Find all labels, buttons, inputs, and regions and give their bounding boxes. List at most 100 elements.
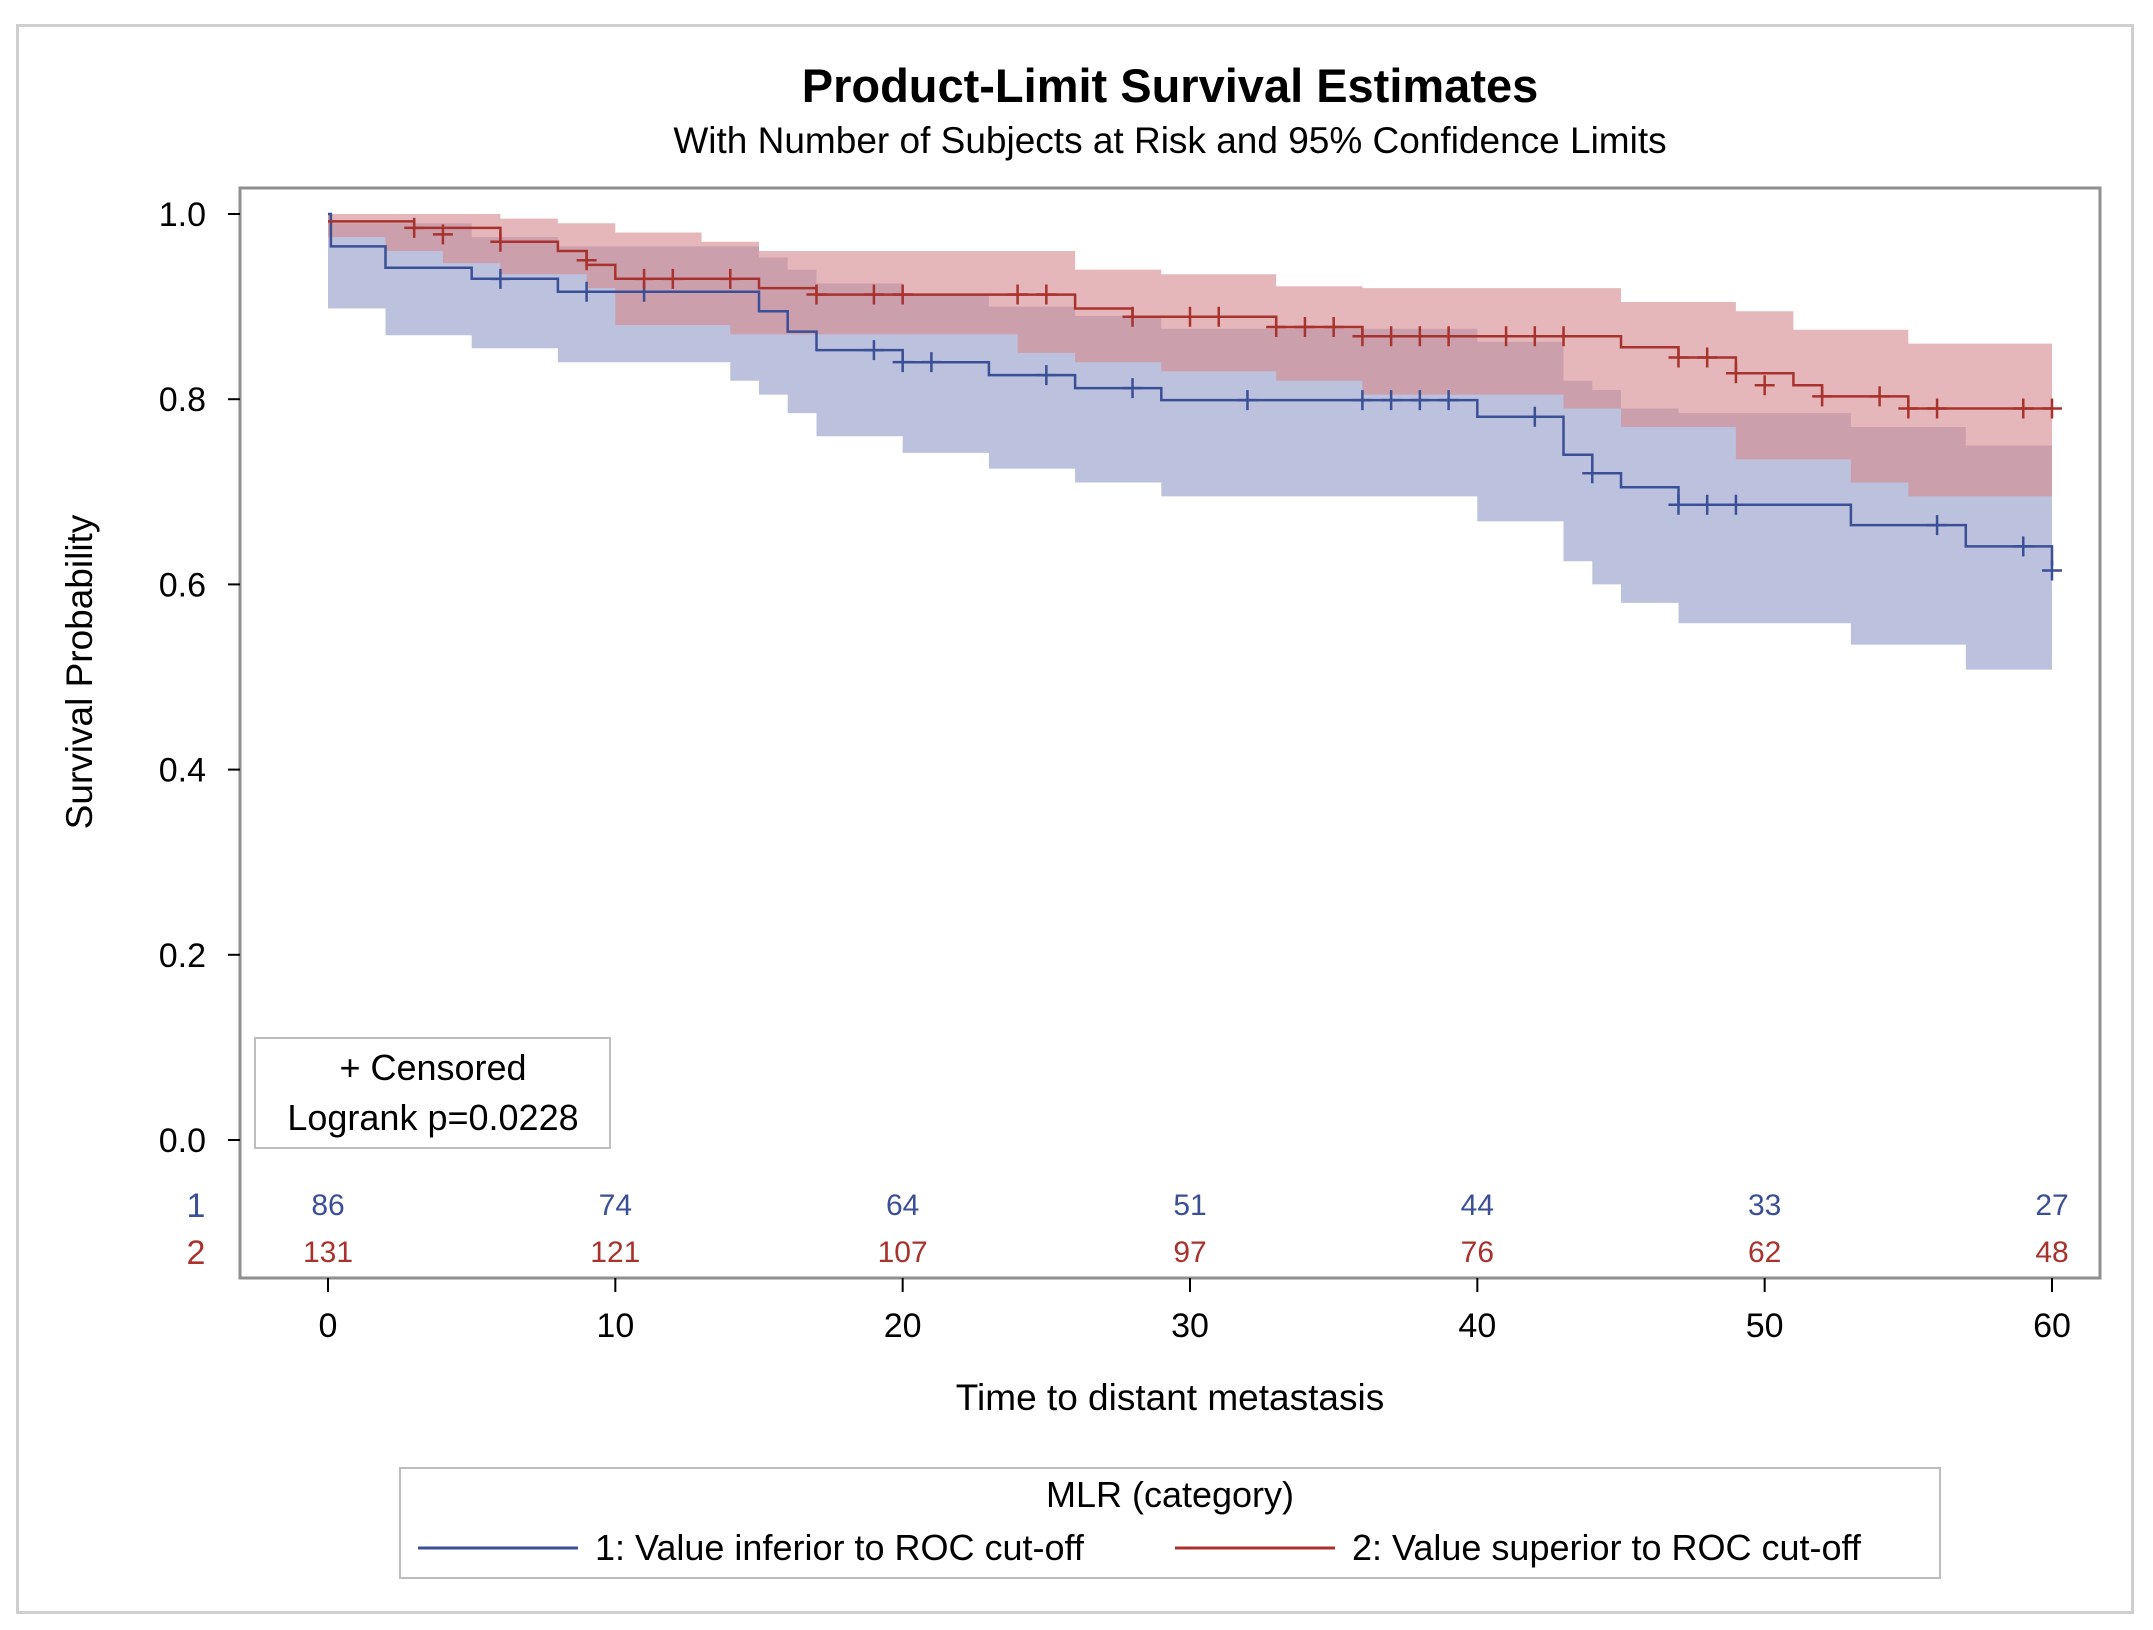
at-risk-count-series-1: 64 [886, 1189, 919, 1222]
censor-mark-series-1 [1438, 390, 1459, 411]
censor-mark-series-1 [1524, 406, 1545, 427]
censor-mark-series-2 [1812, 386, 1833, 407]
inset-box-frame [254, 1037, 611, 1149]
censor-mark-series-2 [1122, 306, 1143, 327]
x-tick-label: 60 [2033, 1307, 2071, 1345]
censor-mark-series-1 [490, 268, 511, 289]
censor-mark-series-2 [1352, 326, 1373, 347]
at-risk-row-label-series-1: 1 [187, 1187, 206, 1225]
censor-mark-series-2 [1725, 363, 1746, 384]
censor-marks [404, 217, 2062, 581]
censor-mark-series-2 [1180, 306, 1200, 327]
censor-mark-series-2 [1409, 326, 1430, 347]
at-risk-count-series-1: 74 [599, 1189, 632, 1222]
censor-mark-series-1 [921, 352, 942, 373]
y-tick-label: 0.2 [159, 937, 206, 975]
logrank-pvalue: Logrank p=0.0228 [287, 1097, 578, 1138]
censor-mark-series-2 [892, 284, 913, 305]
x-axis-label: Time to distant metastasis [956, 1377, 1384, 1418]
censor-mark-series-1 [576, 281, 597, 302]
at-risk-count-series-1: 51 [1173, 1189, 1206, 1222]
at-risk-count-series-2: 97 [1173, 1236, 1206, 1269]
censor-mark-series-2 [1007, 284, 1028, 305]
censor-mark-series-2 [1208, 306, 1229, 327]
at-risk-count-series-2: 48 [2035, 1236, 2068, 1269]
censor-mark-series-1 [2013, 536, 2034, 557]
legend-label-series-2: 2: Value superior to ROC cut-off [1352, 1527, 1862, 1568]
at-risk-count-series-1: 27 [2035, 1189, 2068, 1222]
censor-mark-series-1 [892, 352, 913, 373]
censor-mark-series-2 [1266, 316, 1287, 337]
censor-mark-series-2 [404, 217, 425, 238]
censor-mark-series-2 [1697, 347, 1718, 368]
censor-mark-series-1 [1725, 494, 1746, 515]
censor-mark-series-2 [1898, 398, 1919, 419]
x-tick-label: 20 [884, 1307, 922, 1345]
x-tick-label: 0 [319, 1307, 338, 1345]
censor-mark-series-1 [1927, 515, 1948, 536]
at-risk-row-label-series-2: 2 [187, 1234, 206, 1272]
censor-mark-series-2 [662, 268, 683, 289]
censor-mark-series-1 [1697, 494, 1718, 515]
y-tick-label: 1.0 [159, 196, 206, 234]
censor-mark-series-1 [1668, 494, 1689, 515]
legend-frame [399, 1467, 1941, 1579]
chart-subtitle: With Number of Subjects at Risk and 95% … [673, 120, 1666, 161]
censor-mark-series-1 [1036, 365, 1057, 386]
censor-mark-series-1 [1381, 390, 1402, 411]
at-risk-count-series-2: 62 [1748, 1236, 1781, 1269]
legend-title: MLR (category) [1046, 1474, 1294, 1515]
at-risk-table: 1 86 74 64 51 44 33 27 2 131 121 107 97 76 62 48 [187, 1187, 2069, 1272]
censor-mark-series-2 [1524, 326, 1545, 347]
y-tick-label: 0.8 [159, 381, 206, 419]
censor-mark-series-2 [1438, 326, 1459, 347]
censored-note: + Censored [339, 1047, 526, 1088]
censor-mark-series-2 [634, 268, 655, 289]
censor-mark-series-2 [1036, 284, 1057, 305]
censor-mark-series-2 [576, 250, 597, 271]
legend-label-series-1: 1: Value inferior to ROC cut-off [595, 1527, 1085, 1568]
censor-mark-series-2 [2042, 398, 2062, 419]
censor-mark-series-2 [720, 268, 741, 289]
censor-mark-series-1 [2042, 560, 2062, 581]
censor-mark-series-2 [863, 284, 884, 305]
at-risk-count-series-1: 44 [1461, 1189, 1494, 1222]
censor-mark-series-2 [1754, 375, 1775, 396]
y-axis-label: Survival Probability [59, 514, 100, 829]
y-tick-label: 0.6 [159, 566, 206, 604]
chart-title: Product-Limit Survival Estimates [802, 59, 1539, 112]
censor-mark-series-2 [1323, 316, 1344, 337]
at-risk-count-series-2: 107 [878, 1236, 928, 1269]
censor-mark-series-1 [1352, 390, 1373, 411]
x-axis: 0 10 20 30 40 50 60 [319, 1278, 2071, 1345]
censor-mark-series-2 [1927, 398, 1948, 419]
at-risk-count-series-2: 76 [1461, 1236, 1494, 1269]
at-risk-count-series-2: 121 [590, 1236, 640, 1269]
plot-area-border [238, 186, 2102, 1280]
censor-mark-series-2 [490, 231, 511, 252]
censor-mark-series-2 [1553, 326, 1574, 347]
censor-mark-series-1 [863, 340, 884, 361]
censor-mark-series-1 [1122, 378, 1143, 399]
at-risk-count-series-1: 33 [1748, 1189, 1781, 1222]
censor-mark-series-1 [1409, 390, 1430, 411]
inset-box: + Censored Logrank p=0.0228 [254, 1037, 611, 1149]
censor-mark-series-2 [432, 224, 453, 245]
at-risk-count-series-2: 131 [303, 1236, 353, 1269]
censor-mark-series-2 [2013, 398, 2034, 419]
censor-mark-series-1 [1582, 463, 1603, 484]
y-axis: 0.0 0.2 0.4 0.6 0.8 1.0 [159, 196, 240, 1160]
censor-mark-series-2 [806, 284, 827, 305]
x-tick-label: 40 [1458, 1307, 1496, 1345]
censor-mark-series-2 [1294, 316, 1315, 337]
y-tick-label: 0.4 [159, 752, 206, 790]
censor-mark-series-2 [1381, 326, 1402, 347]
y-tick-label: 0.0 [159, 1122, 206, 1160]
legend: MLR (category) 1: Value inferior to ROC … [399, 1467, 1941, 1579]
x-tick-label: 50 [1746, 1307, 1784, 1345]
censor-mark-series-2 [1668, 347, 1689, 368]
x-tick-label: 10 [596, 1307, 634, 1345]
at-risk-count-series-1: 86 [311, 1189, 344, 1222]
censor-mark-series-2 [1496, 326, 1517, 347]
